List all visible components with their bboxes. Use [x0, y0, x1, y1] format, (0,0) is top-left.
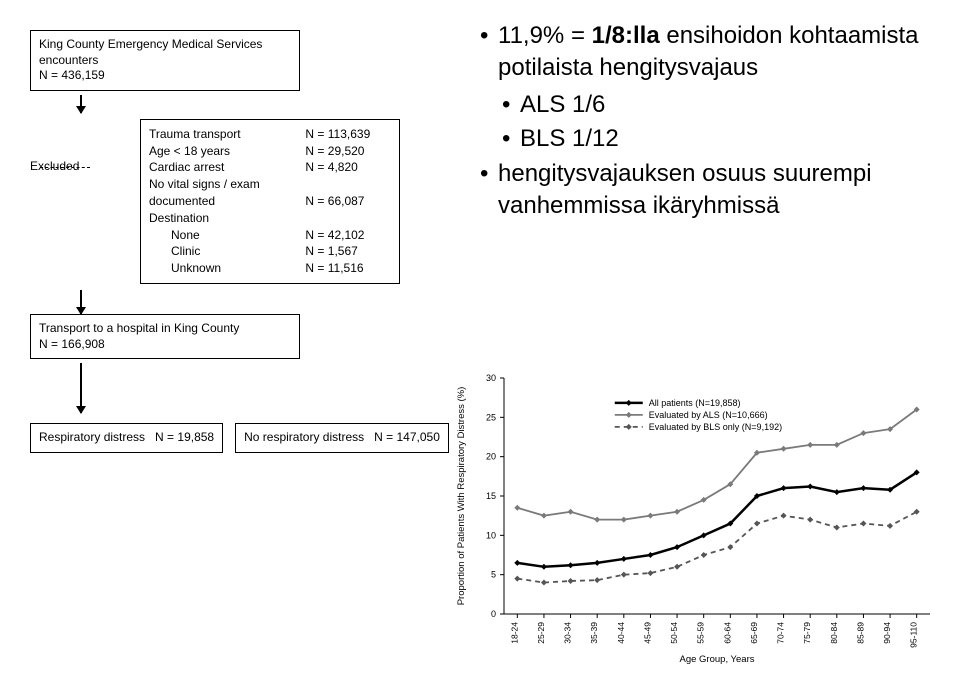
arrow-down-3	[80, 363, 82, 413]
svg-text:20: 20	[486, 452, 496, 462]
svg-text:35-39: 35-39	[589, 622, 599, 644]
svg-text:Age Group, Years: Age Group, Years	[680, 654, 755, 665]
svg-text:Proportion of Patients With Re: Proportion of Patients With Respiratory …	[456, 387, 467, 606]
flow-box-transport: Transport to a hospital in King County N…	[30, 314, 300, 359]
svg-text:85-89: 85-89	[855, 622, 865, 644]
svg-text:5: 5	[491, 570, 496, 580]
svg-text:25: 25	[486, 412, 496, 422]
svg-text:25-29: 25-29	[536, 622, 546, 644]
line-chart: 0 5 10 15 20 25 30 18-24 25-29 30-34 35-39 40-44 45-…	[452, 366, 942, 666]
encounters-n: N = 436,159	[39, 68, 291, 84]
flow-box-resp-distress: Respiratory distress N = 19,858	[30, 423, 223, 453]
svg-text:40-44: 40-44	[616, 622, 626, 644]
svg-text:0: 0	[491, 609, 496, 619]
svg-text:10: 10	[486, 530, 496, 540]
svg-text:90-94: 90-94	[882, 622, 892, 644]
svg-text:70-74: 70-74	[776, 622, 786, 644]
bullet-list: 11,9% = 1/8:lla ensihoidon kohtaamista p…	[480, 20, 940, 222]
svg-text:18-24: 18-24	[509, 622, 519, 644]
bullet-bls: BLS 1/12	[480, 123, 930, 155]
bullet-main: 11,9% = 1/8:lla ensihoidon kohtaamista p…	[480, 20, 930, 85]
svg-text:65-69: 65-69	[749, 622, 759, 644]
excluded-box: Trauma transportN = 113,639Age < 18 year…	[140, 119, 400, 284]
chart-svg: 0 5 10 15 20 25 30 18-24 25-29 30-34 35-39 40-44 45-…	[452, 366, 942, 666]
bullet-main2: hengitysvajauksen osuus suurempi vanhemm…	[480, 158, 930, 223]
transport-title: Transport to a hospital in King County	[39, 321, 291, 337]
svg-text:Evaluated by ALS (N=10,666): Evaluated by ALS (N=10,666)	[649, 410, 768, 420]
svg-text:15: 15	[486, 491, 496, 501]
svg-text:45-49: 45-49	[642, 622, 652, 644]
svg-text:55-59: 55-59	[696, 622, 706, 644]
svg-text:30: 30	[486, 373, 496, 383]
encounters-title: King County Emergency Medical Services e…	[39, 37, 291, 68]
svg-text:80-84: 80-84	[829, 622, 839, 644]
svg-text:60-64: 60-64	[722, 622, 732, 644]
svg-text:95-110: 95-110	[909, 622, 919, 648]
svg-text:All patients (N=19,858): All patients (N=19,858)	[649, 398, 741, 408]
flowchart: King County Emergency Medical Services e…	[0, 0, 470, 676]
svg-text:50-54: 50-54	[669, 622, 679, 644]
noresp-label: No respiratory distress	[244, 430, 364, 444]
svg-text:30-34: 30-34	[563, 622, 573, 644]
resp-n: N = 19,858	[155, 430, 214, 444]
flow-box-no-resp-distress: No respiratory distress N = 147,050	[235, 423, 449, 453]
resp-label: Respiratory distress	[39, 430, 145, 444]
noresp-n: N = 147,050	[374, 430, 440, 444]
arrow-down-2	[80, 290, 82, 314]
arrow-down-1	[80, 95, 82, 113]
svg-text:Evaluated by BLS only (N=9,192: Evaluated by BLS only (N=9,192)	[649, 422, 782, 432]
svg-text:75-79: 75-79	[802, 622, 812, 644]
bullet-als: ALS 1/6	[480, 89, 930, 121]
flow-box-encounters: King County Emergency Medical Services e…	[30, 30, 300, 91]
transport-n: N = 166,908	[39, 337, 291, 353]
